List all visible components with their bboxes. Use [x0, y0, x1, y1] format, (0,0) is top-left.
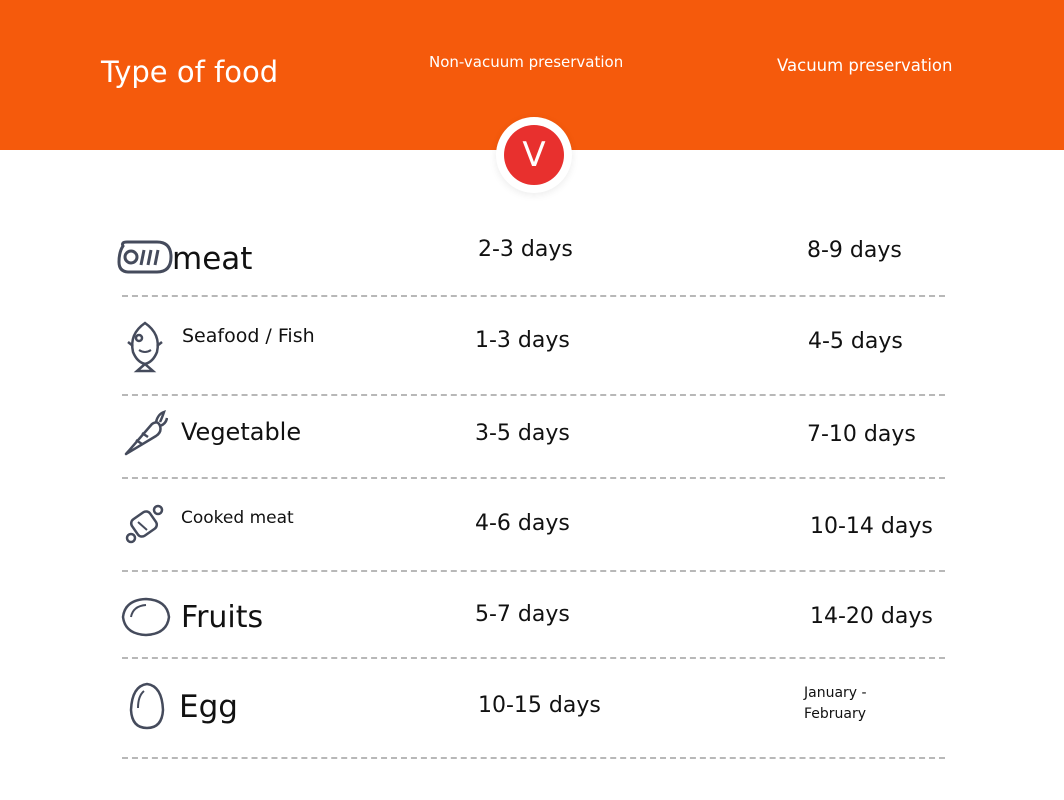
vacuum-seafood-fish: 4-5 days: [808, 329, 903, 354]
egg-icon: [128, 682, 166, 730]
row-divider: [122, 657, 945, 659]
food-label-fruits: Fruits: [181, 600, 264, 635]
non-vacuum-egg: 10-15 days: [478, 693, 601, 718]
vacuum-vegetable: 7-10 days: [807, 422, 916, 447]
food-label-cooked-meat: Cooked meat: [181, 508, 294, 528]
vacuum-egg: January - February: [804, 685, 867, 722]
fish-icon: [125, 320, 165, 374]
non-vacuum-heading: Non-vacuum preservation: [429, 53, 624, 71]
vacuum-meat: 8-9 days: [807, 238, 902, 263]
vacuum-cooked-meat: 10-14 days: [810, 514, 933, 539]
non-vacuum-cooked-meat: 4-6 days: [475, 511, 570, 536]
food-label-egg: Egg: [179, 689, 238, 725]
type-of-food-heading: Type of food: [101, 55, 279, 89]
vacuum-heading: Vacuum preservation: [777, 56, 953, 75]
vacuum-fruits: 14-20 days: [810, 604, 933, 629]
row-divider: [122, 570, 945, 572]
row-divider: [122, 477, 945, 479]
row-divider: [122, 394, 945, 396]
v-badge: V: [504, 125, 564, 185]
food-label-meat: meat: [172, 241, 253, 277]
lemon-icon: [119, 596, 173, 638]
non-vacuum-meat: 2-3 days: [478, 237, 573, 262]
row-divider: [122, 757, 945, 759]
non-vacuum-fruits: 5-7 days: [475, 602, 570, 627]
meat-icon: [117, 238, 173, 276]
row-divider: [122, 295, 945, 297]
food-label-vegetable: Vegetable: [181, 418, 302, 446]
carrot-icon: [122, 410, 168, 458]
non-vacuum-vegetable: 3-5 days: [475, 421, 570, 446]
cooked-meat-icon: [123, 502, 167, 546]
food-label-seafood-fish: Seafood / Fish: [182, 325, 315, 347]
non-vacuum-seafood-fish: 1-3 days: [475, 328, 570, 353]
